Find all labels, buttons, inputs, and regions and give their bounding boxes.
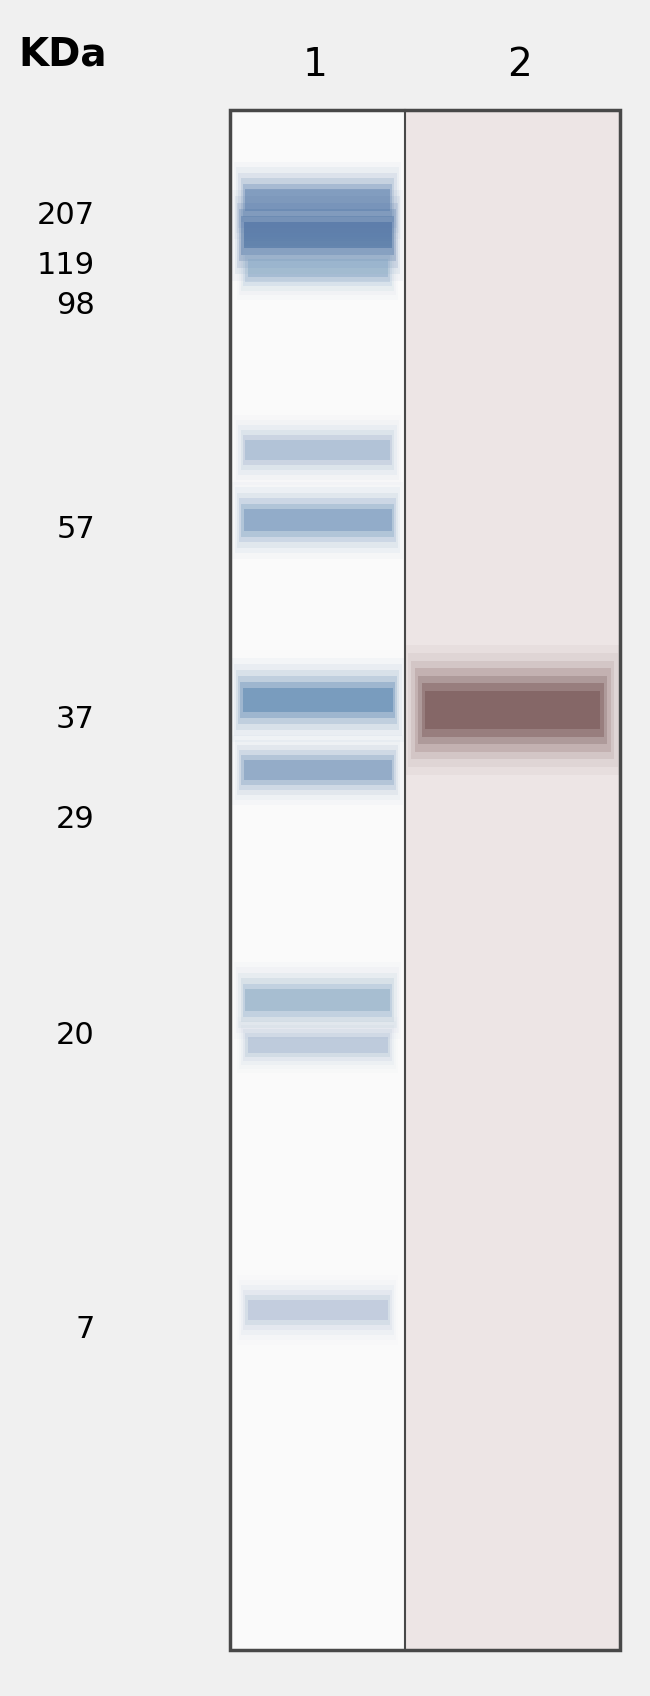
Bar xyxy=(425,690,600,729)
Bar xyxy=(248,1301,387,1319)
Bar xyxy=(235,197,400,275)
Text: 20: 20 xyxy=(57,1021,95,1050)
Bar xyxy=(230,110,620,1650)
Bar xyxy=(237,492,398,548)
Bar xyxy=(235,739,400,801)
Bar xyxy=(242,689,393,712)
Bar xyxy=(408,653,618,767)
Bar xyxy=(418,675,607,745)
Bar xyxy=(239,173,396,227)
Text: 57: 57 xyxy=(57,516,95,544)
Bar xyxy=(239,1021,396,1068)
Bar xyxy=(239,1280,396,1340)
Bar xyxy=(245,188,390,210)
Bar xyxy=(240,682,395,717)
Bar xyxy=(231,658,404,743)
Bar xyxy=(404,646,621,775)
Text: 29: 29 xyxy=(57,806,95,834)
Bar xyxy=(233,665,402,736)
Bar xyxy=(237,236,398,300)
Bar xyxy=(243,434,392,465)
Bar xyxy=(233,482,402,558)
Bar xyxy=(237,967,398,1033)
Bar xyxy=(239,499,396,543)
Bar xyxy=(235,487,400,553)
Bar xyxy=(248,1036,387,1053)
Bar xyxy=(415,668,610,751)
Bar xyxy=(248,259,387,276)
Bar xyxy=(245,439,390,460)
Bar xyxy=(411,661,614,760)
Bar xyxy=(234,962,401,1038)
Bar xyxy=(405,110,620,1650)
Bar xyxy=(237,166,398,232)
Bar xyxy=(233,734,402,806)
Bar xyxy=(239,750,396,790)
Text: 119: 119 xyxy=(37,251,95,280)
Bar xyxy=(237,745,398,795)
Text: 98: 98 xyxy=(56,290,95,319)
Bar xyxy=(243,249,392,287)
Bar xyxy=(246,1296,389,1325)
Bar xyxy=(241,504,394,536)
Bar xyxy=(241,1286,394,1335)
Text: 37: 37 xyxy=(56,706,95,734)
Bar xyxy=(244,509,391,531)
Bar xyxy=(244,222,391,248)
Bar xyxy=(243,1291,392,1330)
Bar xyxy=(239,241,396,295)
Bar xyxy=(245,989,390,1011)
Bar xyxy=(421,683,603,736)
Text: 207: 207 xyxy=(37,200,95,229)
Bar xyxy=(240,431,395,470)
Bar xyxy=(244,760,391,780)
Bar xyxy=(240,979,395,1023)
Bar xyxy=(230,110,620,1650)
Bar xyxy=(240,178,395,222)
Bar xyxy=(237,1275,398,1345)
Bar xyxy=(234,161,401,239)
Bar xyxy=(243,984,392,1016)
Bar xyxy=(234,416,401,485)
Text: 7: 7 xyxy=(75,1316,95,1345)
Bar xyxy=(237,202,398,268)
Bar xyxy=(246,254,389,282)
Bar xyxy=(241,246,394,290)
Bar xyxy=(241,215,394,254)
Bar xyxy=(239,209,396,261)
Bar xyxy=(236,670,399,729)
Bar xyxy=(238,677,397,724)
Bar xyxy=(243,1029,392,1062)
Bar xyxy=(243,183,392,217)
Bar xyxy=(237,1018,398,1074)
Bar xyxy=(239,426,396,475)
Bar xyxy=(239,972,396,1028)
Bar xyxy=(241,1024,394,1065)
Bar xyxy=(233,190,402,280)
Bar xyxy=(241,755,394,785)
Text: 2: 2 xyxy=(508,46,532,85)
Text: KDa: KDa xyxy=(18,36,107,75)
Bar xyxy=(246,1033,389,1057)
Text: 1: 1 xyxy=(302,46,328,85)
Bar xyxy=(237,421,398,480)
